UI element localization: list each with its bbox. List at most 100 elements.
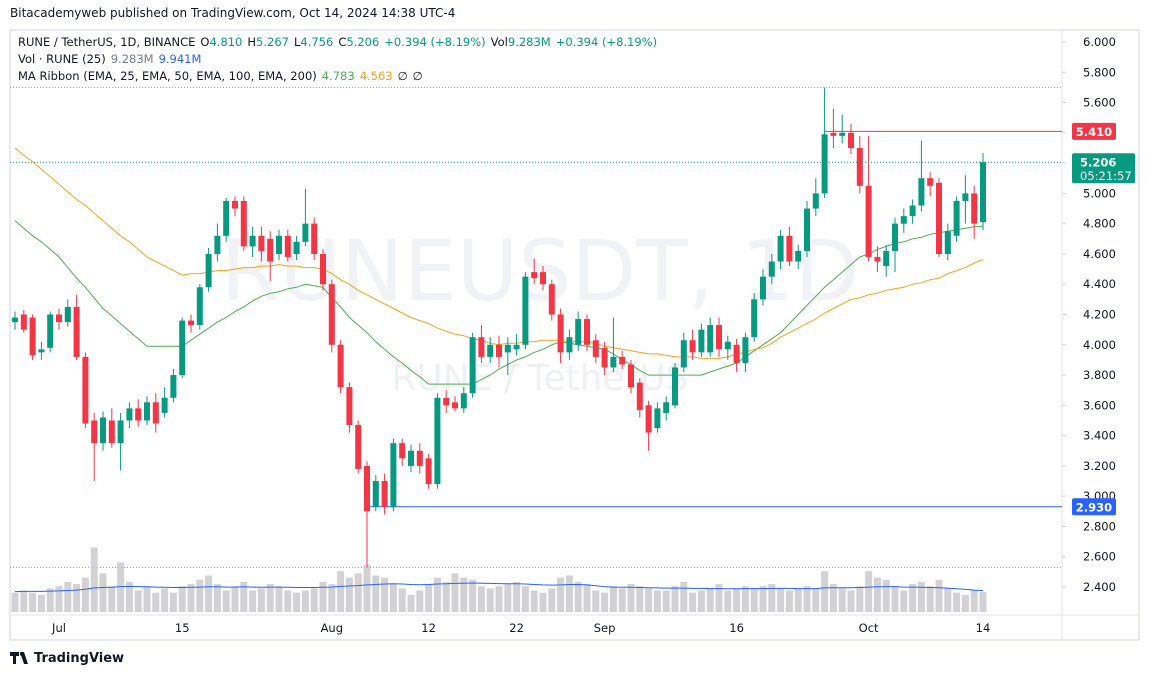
volume-bar — [865, 571, 873, 612]
candle-body — [20, 314, 27, 330]
volume-bar — [205, 575, 213, 612]
last-price-label: 5.206 — [1080, 156, 1116, 170]
volume-bar — [539, 592, 547, 612]
last-price-tag — [1072, 153, 1135, 184]
volume-bar — [37, 594, 45, 612]
candle-body — [540, 272, 546, 285]
candle-body — [504, 344, 511, 353]
candle-body — [812, 193, 819, 209]
volume-bar — [944, 588, 952, 612]
volume-bar — [970, 590, 978, 612]
volume-bar — [442, 581, 450, 612]
legend-symbol: RUNE / TetherUS, 1D, BINANCE — [18, 35, 196, 49]
volume-bar — [557, 577, 565, 612]
legend-line: MA Ribbon (EMA, 25, EMA, 50, EMA, 100, E… — [18, 69, 428, 83]
candle-body — [188, 320, 194, 326]
candle-body — [900, 216, 907, 224]
candle-body — [962, 193, 969, 201]
y-tick-label: 4.200 — [1083, 308, 1116, 322]
ema-line — [14, 220, 984, 385]
candle-body — [742, 337, 749, 363]
volume-bar — [433, 577, 441, 612]
candle-body — [232, 200, 238, 209]
candle-body — [795, 250, 802, 262]
volume-ma-line — [14, 582, 984, 593]
volume-bar — [759, 586, 767, 612]
y-tick-label: 3.400 — [1083, 429, 1116, 443]
candle-body — [724, 341, 731, 350]
x-tick-label: Aug — [321, 621, 343, 635]
y-tick-label: 3.600 — [1083, 398, 1116, 412]
countdown-label: 05:21:57 — [1080, 169, 1132, 183]
legend-line: Vol · RUNE (25) 9.283M 9.941M — [18, 52, 206, 66]
volume-bar — [460, 577, 468, 612]
volume-bar — [909, 584, 917, 612]
candle-body — [258, 235, 265, 251]
volume-bar — [609, 586, 617, 612]
y-tick-label: 4.600 — [1083, 247, 1116, 261]
volume-bar — [90, 547, 98, 612]
volume-bar — [917, 581, 925, 612]
volume-bar — [645, 588, 653, 612]
volume-bar — [407, 594, 415, 612]
volume-bar — [812, 588, 820, 612]
y-tick-label: 5.800 — [1083, 65, 1116, 79]
volume-bar — [231, 586, 239, 612]
candle-body — [601, 347, 608, 368]
volume-bar — [856, 586, 864, 612]
legend-ribbon-value: 4.783 — [321, 69, 355, 83]
volume-bar — [627, 584, 635, 612]
volume-bar — [451, 573, 459, 612]
volume-bar — [73, 584, 81, 612]
volume-bar — [64, 581, 72, 612]
publish-header: Bitacademyweb published on TradingView.c… — [10, 6, 456, 20]
volume-bar — [117, 562, 125, 612]
legend-ohlc-value: 5.206 — [346, 35, 380, 49]
candle-body — [698, 329, 705, 353]
volume-bar — [724, 590, 732, 612]
volume-bar — [618, 588, 626, 612]
x-tick-label: Oct — [859, 621, 879, 635]
x-tick-label: 16 — [729, 621, 744, 635]
candle-body — [364, 465, 370, 512]
y-tick-label: 4.000 — [1083, 338, 1116, 352]
volume-bar — [249, 590, 257, 612]
candle-body — [29, 317, 36, 356]
candle-body — [64, 306, 71, 323]
candle-body — [56, 314, 62, 323]
candle-body — [249, 235, 256, 247]
volume-bar — [319, 581, 327, 612]
volume-bar — [653, 590, 661, 612]
volume-bar — [601, 592, 609, 612]
volume-bar — [372, 575, 380, 612]
volume-bar — [935, 579, 943, 612]
candle-body — [320, 253, 326, 285]
candle-body — [557, 314, 564, 353]
volume-bar — [847, 590, 855, 612]
volume-bar — [873, 577, 881, 612]
candle-body — [733, 344, 740, 363]
volume-bar — [354, 573, 362, 612]
candle-body — [654, 408, 661, 429]
candle-body — [936, 182, 942, 254]
candle-body — [144, 402, 150, 421]
candle-body — [496, 344, 502, 357]
volume-bar — [29, 592, 37, 612]
volume-bar — [486, 588, 494, 612]
candle-body — [848, 132, 854, 148]
volume-bar — [161, 588, 169, 612]
volume-bar — [381, 577, 389, 612]
volume-bar — [565, 575, 573, 612]
candle-body — [170, 375, 177, 398]
candle-body — [839, 132, 846, 136]
volume-bar — [196, 579, 204, 612]
candle-body — [751, 299, 758, 338]
volume-bar — [477, 586, 485, 612]
volume-bar — [345, 577, 353, 612]
legend-ohlc-value: 5.267 — [256, 35, 289, 49]
volume-bar — [891, 586, 899, 612]
candle-body — [716, 325, 722, 350]
candle-body — [874, 256, 881, 262]
volume-bar — [187, 584, 195, 612]
